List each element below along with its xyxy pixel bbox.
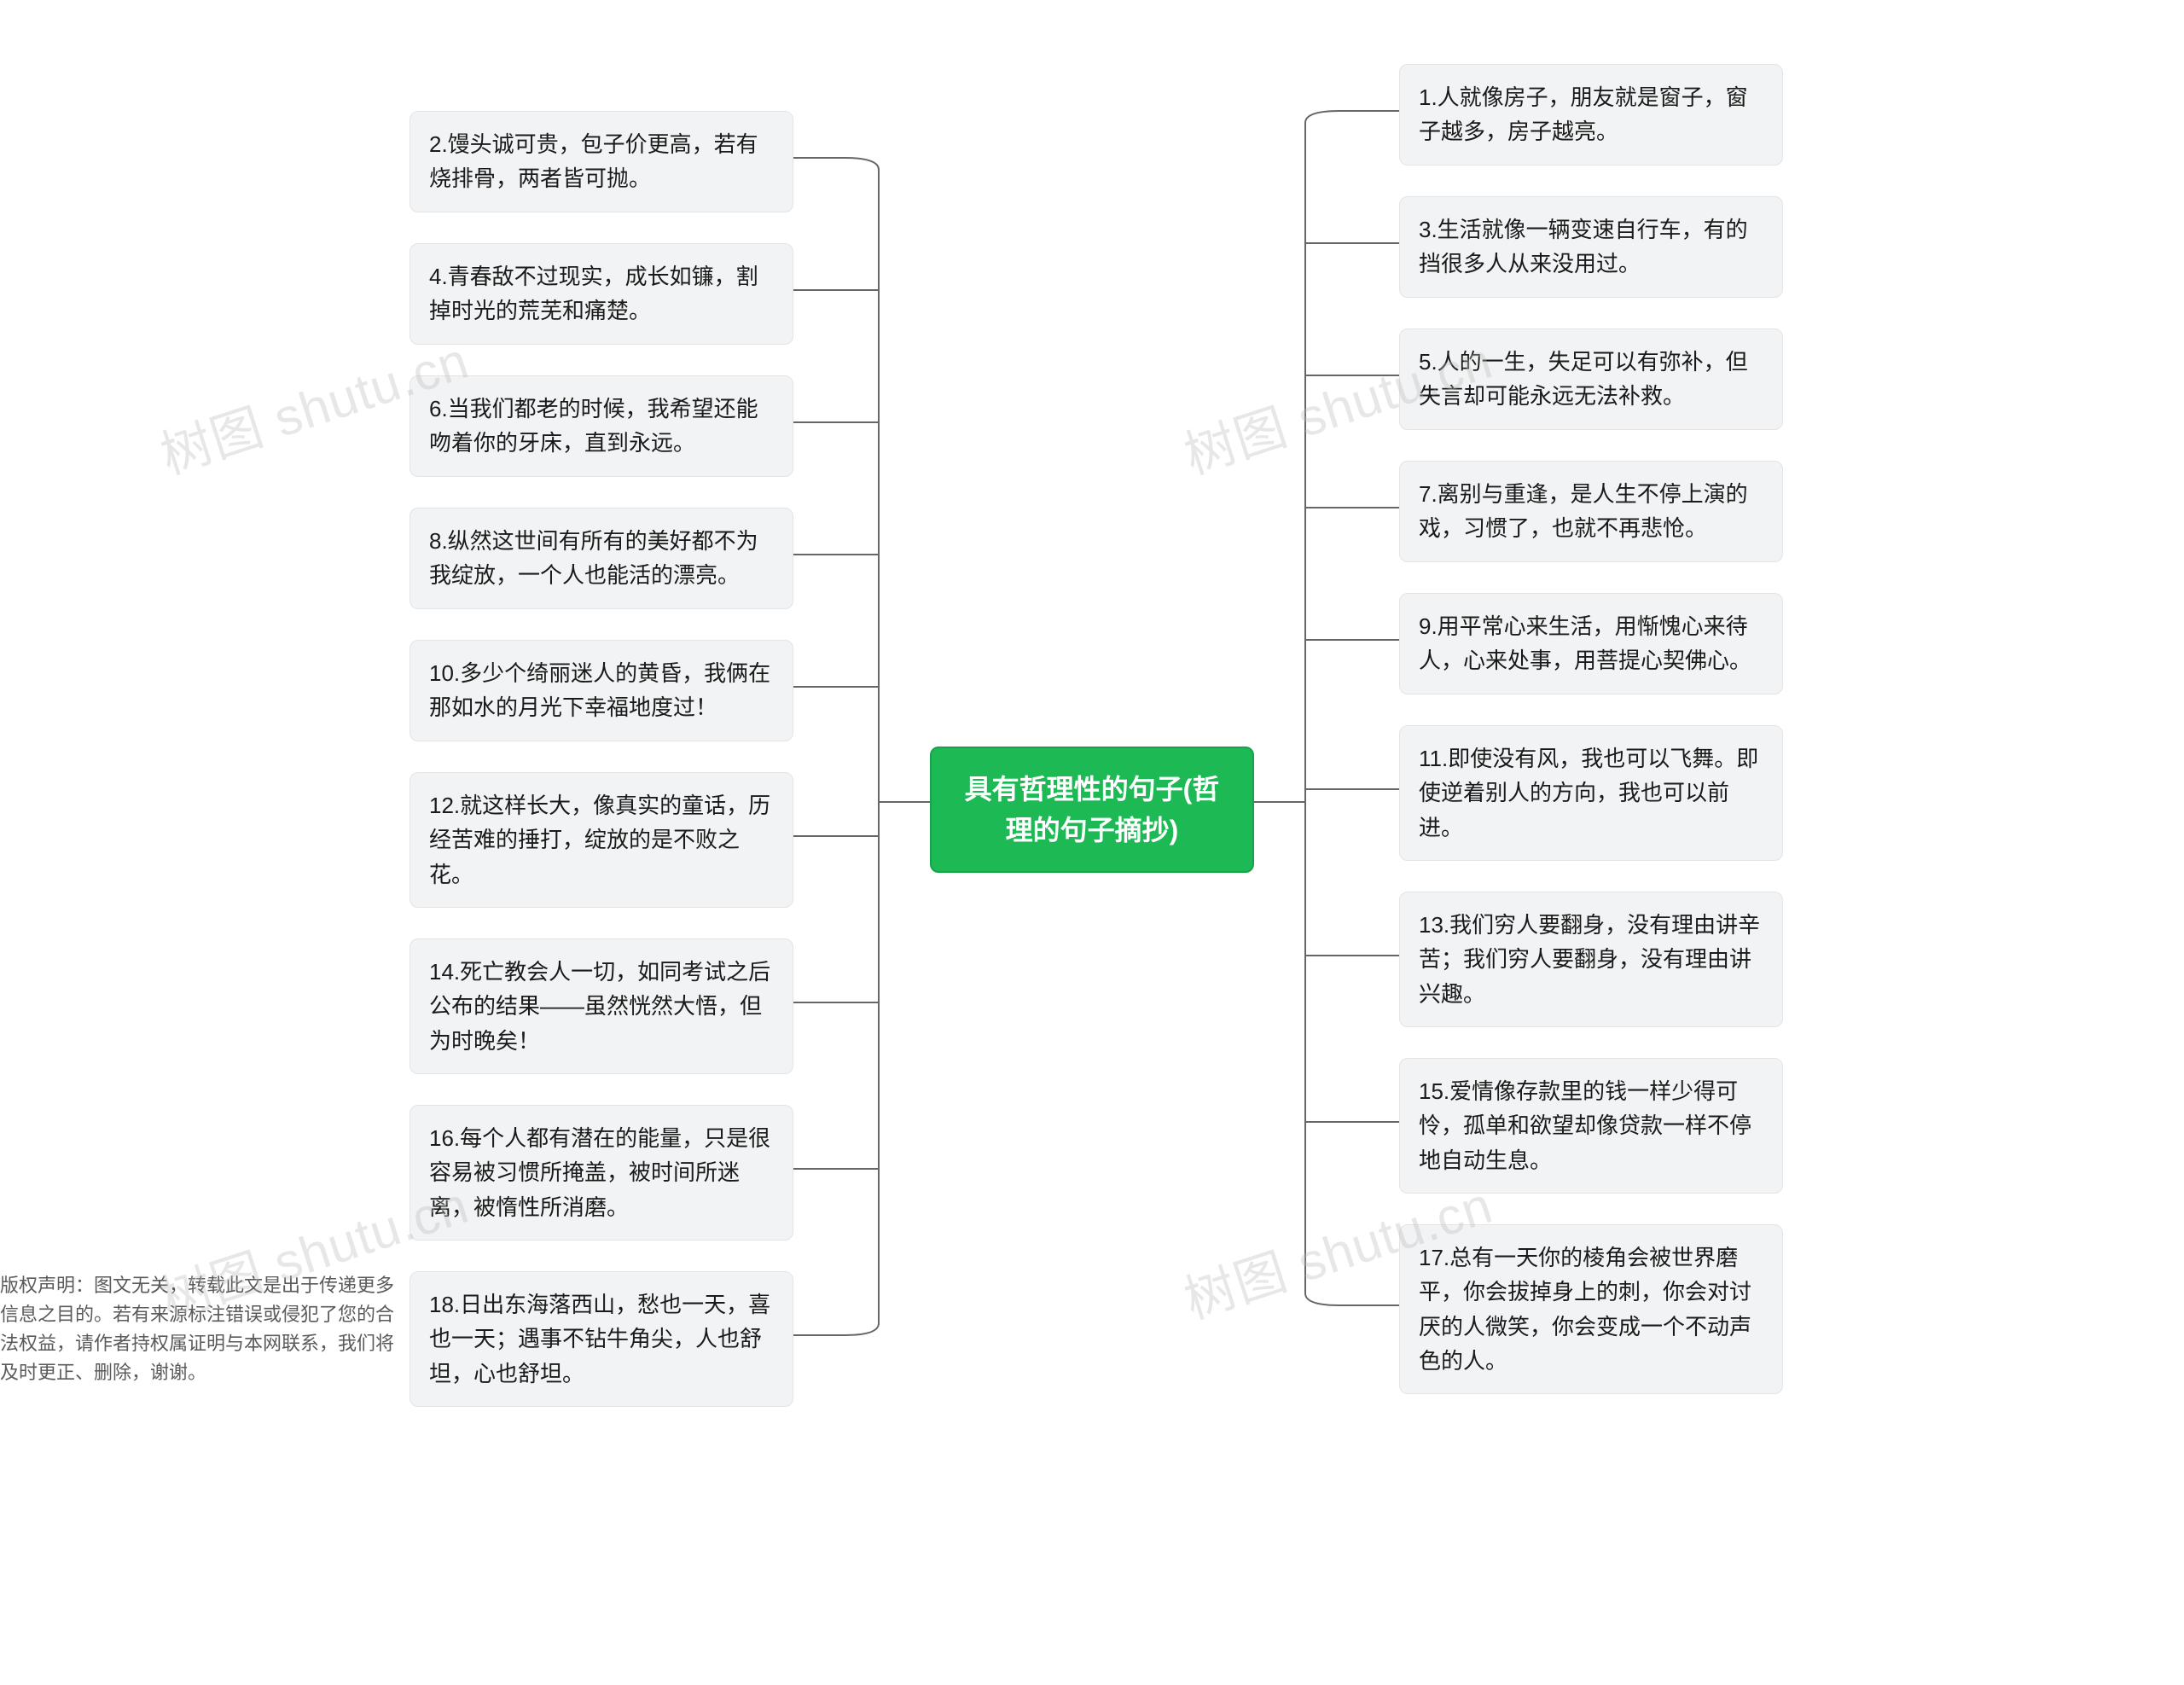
right-leaf-5: 11.即使没有风，我也可以飞舞。即使逆着别人的方向，我也可以前进。: [1399, 725, 1783, 861]
right-leaf-1: 3.生活就像一辆变速自行车，有的挡很多人从来没用过。: [1399, 196, 1783, 298]
left-leaf-8: 18.日出东海落西山，愁也一天，喜也一天；遇事不钻牛角尖，人也舒坦，心也舒坦。: [410, 1271, 793, 1407]
right-leaf-5-text: 11.即使没有风，我也可以飞舞。即使逆着别人的方向，我也可以前进。: [1419, 746, 1758, 840]
left-leaf-4: 10.多少个绮丽迷人的黄昏，我俩在那如水的月光下幸福地度过！: [410, 640, 793, 741]
right-leaf-2: 5.人的一生，失足可以有弥补，但失言却可能永远无法补救。: [1399, 328, 1783, 430]
mindmap-canvas: 具有哲理性的句子(哲理的句子摘抄) 版权声明：图文无关，转载此文是出于传递更多信…: [0, 0, 2184, 1685]
copyright-text: 版权声明：图文无关，转载此文是出于传递更多信息之目的。若有来源标注错误或侵犯了您…: [0, 1275, 394, 1383]
left-leaf-3: 8.纵然这世间有所有的美好都不为我绽放，一个人也能活的漂亮。: [410, 508, 793, 609]
right-leaf-2-text: 5.人的一生，失足可以有弥补，但失言却可能永远无法补救。: [1419, 349, 1748, 409]
right-leaf-8: 17.总有一天你的棱角会被世界磨平，你会拔掉身上的刺，你会对讨厌的人微笑，你会变…: [1399, 1224, 1783, 1394]
left-leaf-6: 14.死亡教会人一切，如同考试之后公布的结果——虽然恍然大悟，但为时晚矣！: [410, 938, 793, 1074]
left-leaf-0-text: 2.馒头诚可贵，包子价更高，若有烧排骨，两者皆可抛。: [429, 131, 758, 191]
left-leaf-7-text: 16.每个人都有潜在的能量，只是很容易被习惯所掩盖，被时间所迷离，被惰性所消磨。: [429, 1125, 770, 1220]
right-leaf-8-text: 17.总有一天你的棱角会被世界磨平，你会拔掉身上的刺，你会对讨厌的人微笑，你会变…: [1419, 1245, 1751, 1374]
left-leaf-7: 16.每个人都有潜在的能量，只是很容易被习惯所掩盖，被时间所迷离，被惰性所消磨。: [410, 1105, 793, 1241]
right-leaf-3-text: 7.离别与重逢，是人生不停上演的戏，习惯了，也就不再悲怆。: [1419, 481, 1748, 541]
right-leaf-1-text: 3.生活就像一辆变速自行车，有的挡很多人从来没用过。: [1419, 217, 1748, 276]
left-leaf-0: 2.馒头诚可贵，包子价更高，若有烧排骨，两者皆可抛。: [410, 111, 793, 212]
left-leaf-5: 12.就这样长大，像真实的童话，历经苦难的捶打，绽放的是不败之花。: [410, 772, 793, 908]
left-leaf-2: 6.当我们都老的时候，我希望还能吻着你的牙床，直到永远。: [410, 375, 793, 477]
left-leaf-2-text: 6.当我们都老的时候，我希望还能吻着你的牙床，直到永远。: [429, 396, 758, 456]
right-leaf-4: 9.用平常心来生活，用惭愧心来待人，心来处事，用菩提心契佛心。: [1399, 593, 1783, 694]
right-leaf-0: 1.人就像房子，朋友就是窗子，窗子越多，房子越亮。: [1399, 64, 1783, 166]
center-node-text: 具有哲理性的句子(哲理的句子摘抄): [965, 774, 1220, 845]
left-leaf-8-text: 18.日出东海落西山，愁也一天，喜也一天；遇事不钻牛角尖，人也舒坦，心也舒坦。: [429, 1292, 770, 1386]
right-leaf-4-text: 9.用平常心来生活，用惭愧心来待人，心来处事，用菩提心契佛心。: [1419, 613, 1751, 673]
right-leaf-3: 7.离别与重逢，是人生不停上演的戏，习惯了，也就不再悲怆。: [1399, 461, 1783, 562]
right-leaf-6-text: 13.我们穷人要翻身，没有理由讲辛苦；我们穷人要翻身，没有理由讲兴趣。: [1419, 912, 1760, 1007]
right-leaf-7: 15.爱情像存款里的钱一样少得可怜，孤单和欲望却像贷款一样不停地自动生息。: [1399, 1058, 1783, 1194]
left-leaf-4-text: 10.多少个绮丽迷人的黄昏，我俩在那如水的月光下幸福地度过！: [429, 660, 770, 720]
right-leaf-7-text: 15.爱情像存款里的钱一样少得可怜，孤单和欲望却像贷款一样不停地自动生息。: [1419, 1078, 1751, 1173]
center-node: 具有哲理性的句子(哲理的句子摘抄): [930, 747, 1254, 873]
copyright-note: 版权声明：图文无关，转载此文是出于传递更多信息之目的。若有来源标注错误或侵犯了您…: [0, 1271, 401, 1387]
right-leaf-6: 13.我们穷人要翻身，没有理由讲辛苦；我们穷人要翻身，没有理由讲兴趣。: [1399, 892, 1783, 1027]
left-leaf-5-text: 12.就这样长大，像真实的童话，历经苦难的捶打，绽放的是不败之花。: [429, 793, 770, 887]
left-leaf-6-text: 14.死亡教会人一切，如同考试之后公布的结果——虽然恍然大悟，但为时晚矣！: [429, 959, 770, 1054]
left-leaf-1-text: 4.青春敌不过现实，成长如镰，割掉时光的荒芜和痛楚。: [429, 264, 758, 323]
left-leaf-3-text: 8.纵然这世间有所有的美好都不为我绽放，一个人也能活的漂亮。: [429, 528, 758, 588]
left-leaf-1: 4.青春敌不过现实，成长如镰，割掉时光的荒芜和痛楚。: [410, 243, 793, 345]
right-leaf-0-text: 1.人就像房子，朋友就是窗子，窗子越多，房子越亮。: [1419, 84, 1748, 144]
